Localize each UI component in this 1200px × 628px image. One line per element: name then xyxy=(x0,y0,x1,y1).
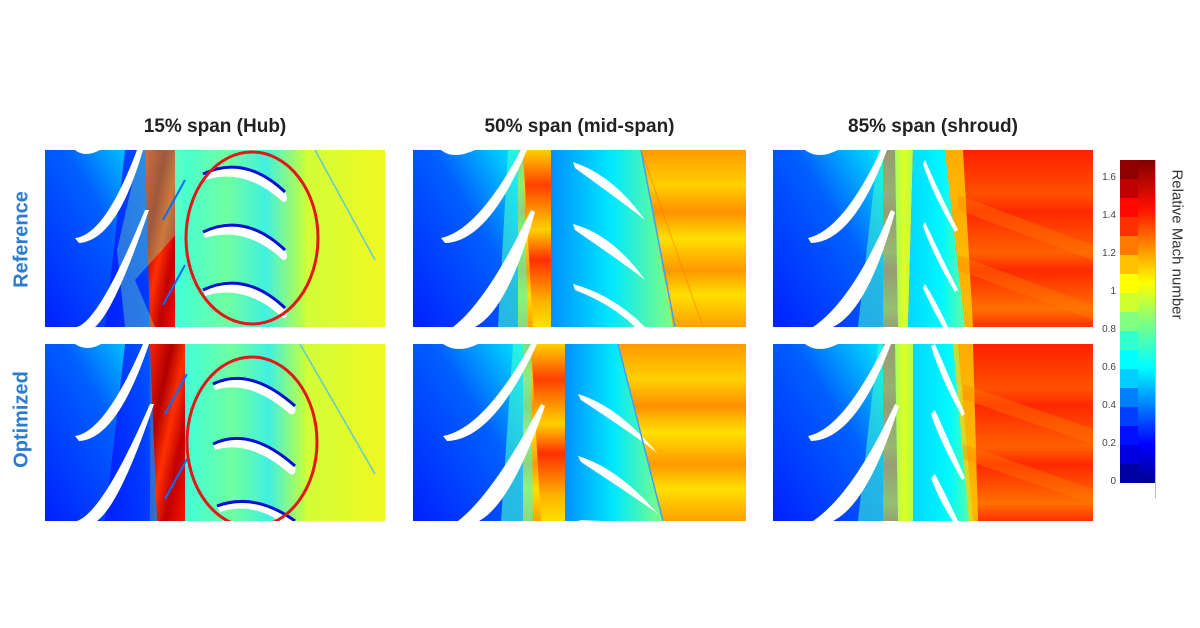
highlight-ellipse-reference xyxy=(184,150,320,326)
column-title-hub: 15% span (Hub) xyxy=(143,116,287,137)
colorbar-tick: 1.4 xyxy=(1102,210,1116,221)
contour-panel-hub-optimized xyxy=(45,344,385,521)
colorbar xyxy=(1120,160,1155,483)
colorbar-tick: 0.8 xyxy=(1102,324,1116,335)
colorbar-tick: 0.2 xyxy=(1102,438,1116,449)
column-title-mid-span: 50% span (mid-span) xyxy=(484,116,675,137)
contour-panel-mid-optimized xyxy=(413,344,746,521)
row-label-optimized: Optimized xyxy=(10,371,33,468)
contour-panel-mid-reference xyxy=(413,150,746,327)
colorbar-tick: 1 xyxy=(1110,286,1116,297)
highlight-ellipse-optimized xyxy=(185,355,319,521)
colorbar-stepped-levels xyxy=(1120,160,1138,483)
colorbar-tick: 0.4 xyxy=(1102,400,1116,411)
colorbar-tick: 1.2 xyxy=(1102,248,1116,259)
colorbar-tick: 0 xyxy=(1110,476,1116,487)
row-label-reference: Reference xyxy=(10,191,33,288)
contour-panel-shroud-optimized xyxy=(773,344,1093,521)
contour-panel-hub-reference xyxy=(45,150,385,327)
column-title-shroud: 85% span (shroud) xyxy=(848,116,1018,137)
contour-panel-shroud-reference xyxy=(773,150,1093,327)
colorbar-tick: 0.6 xyxy=(1102,362,1116,373)
colorbar-axis-line xyxy=(1155,160,1156,498)
colorbar-label: Relative Mach number xyxy=(1168,169,1186,320)
colorbar-tick: 1.6 xyxy=(1102,172,1116,183)
